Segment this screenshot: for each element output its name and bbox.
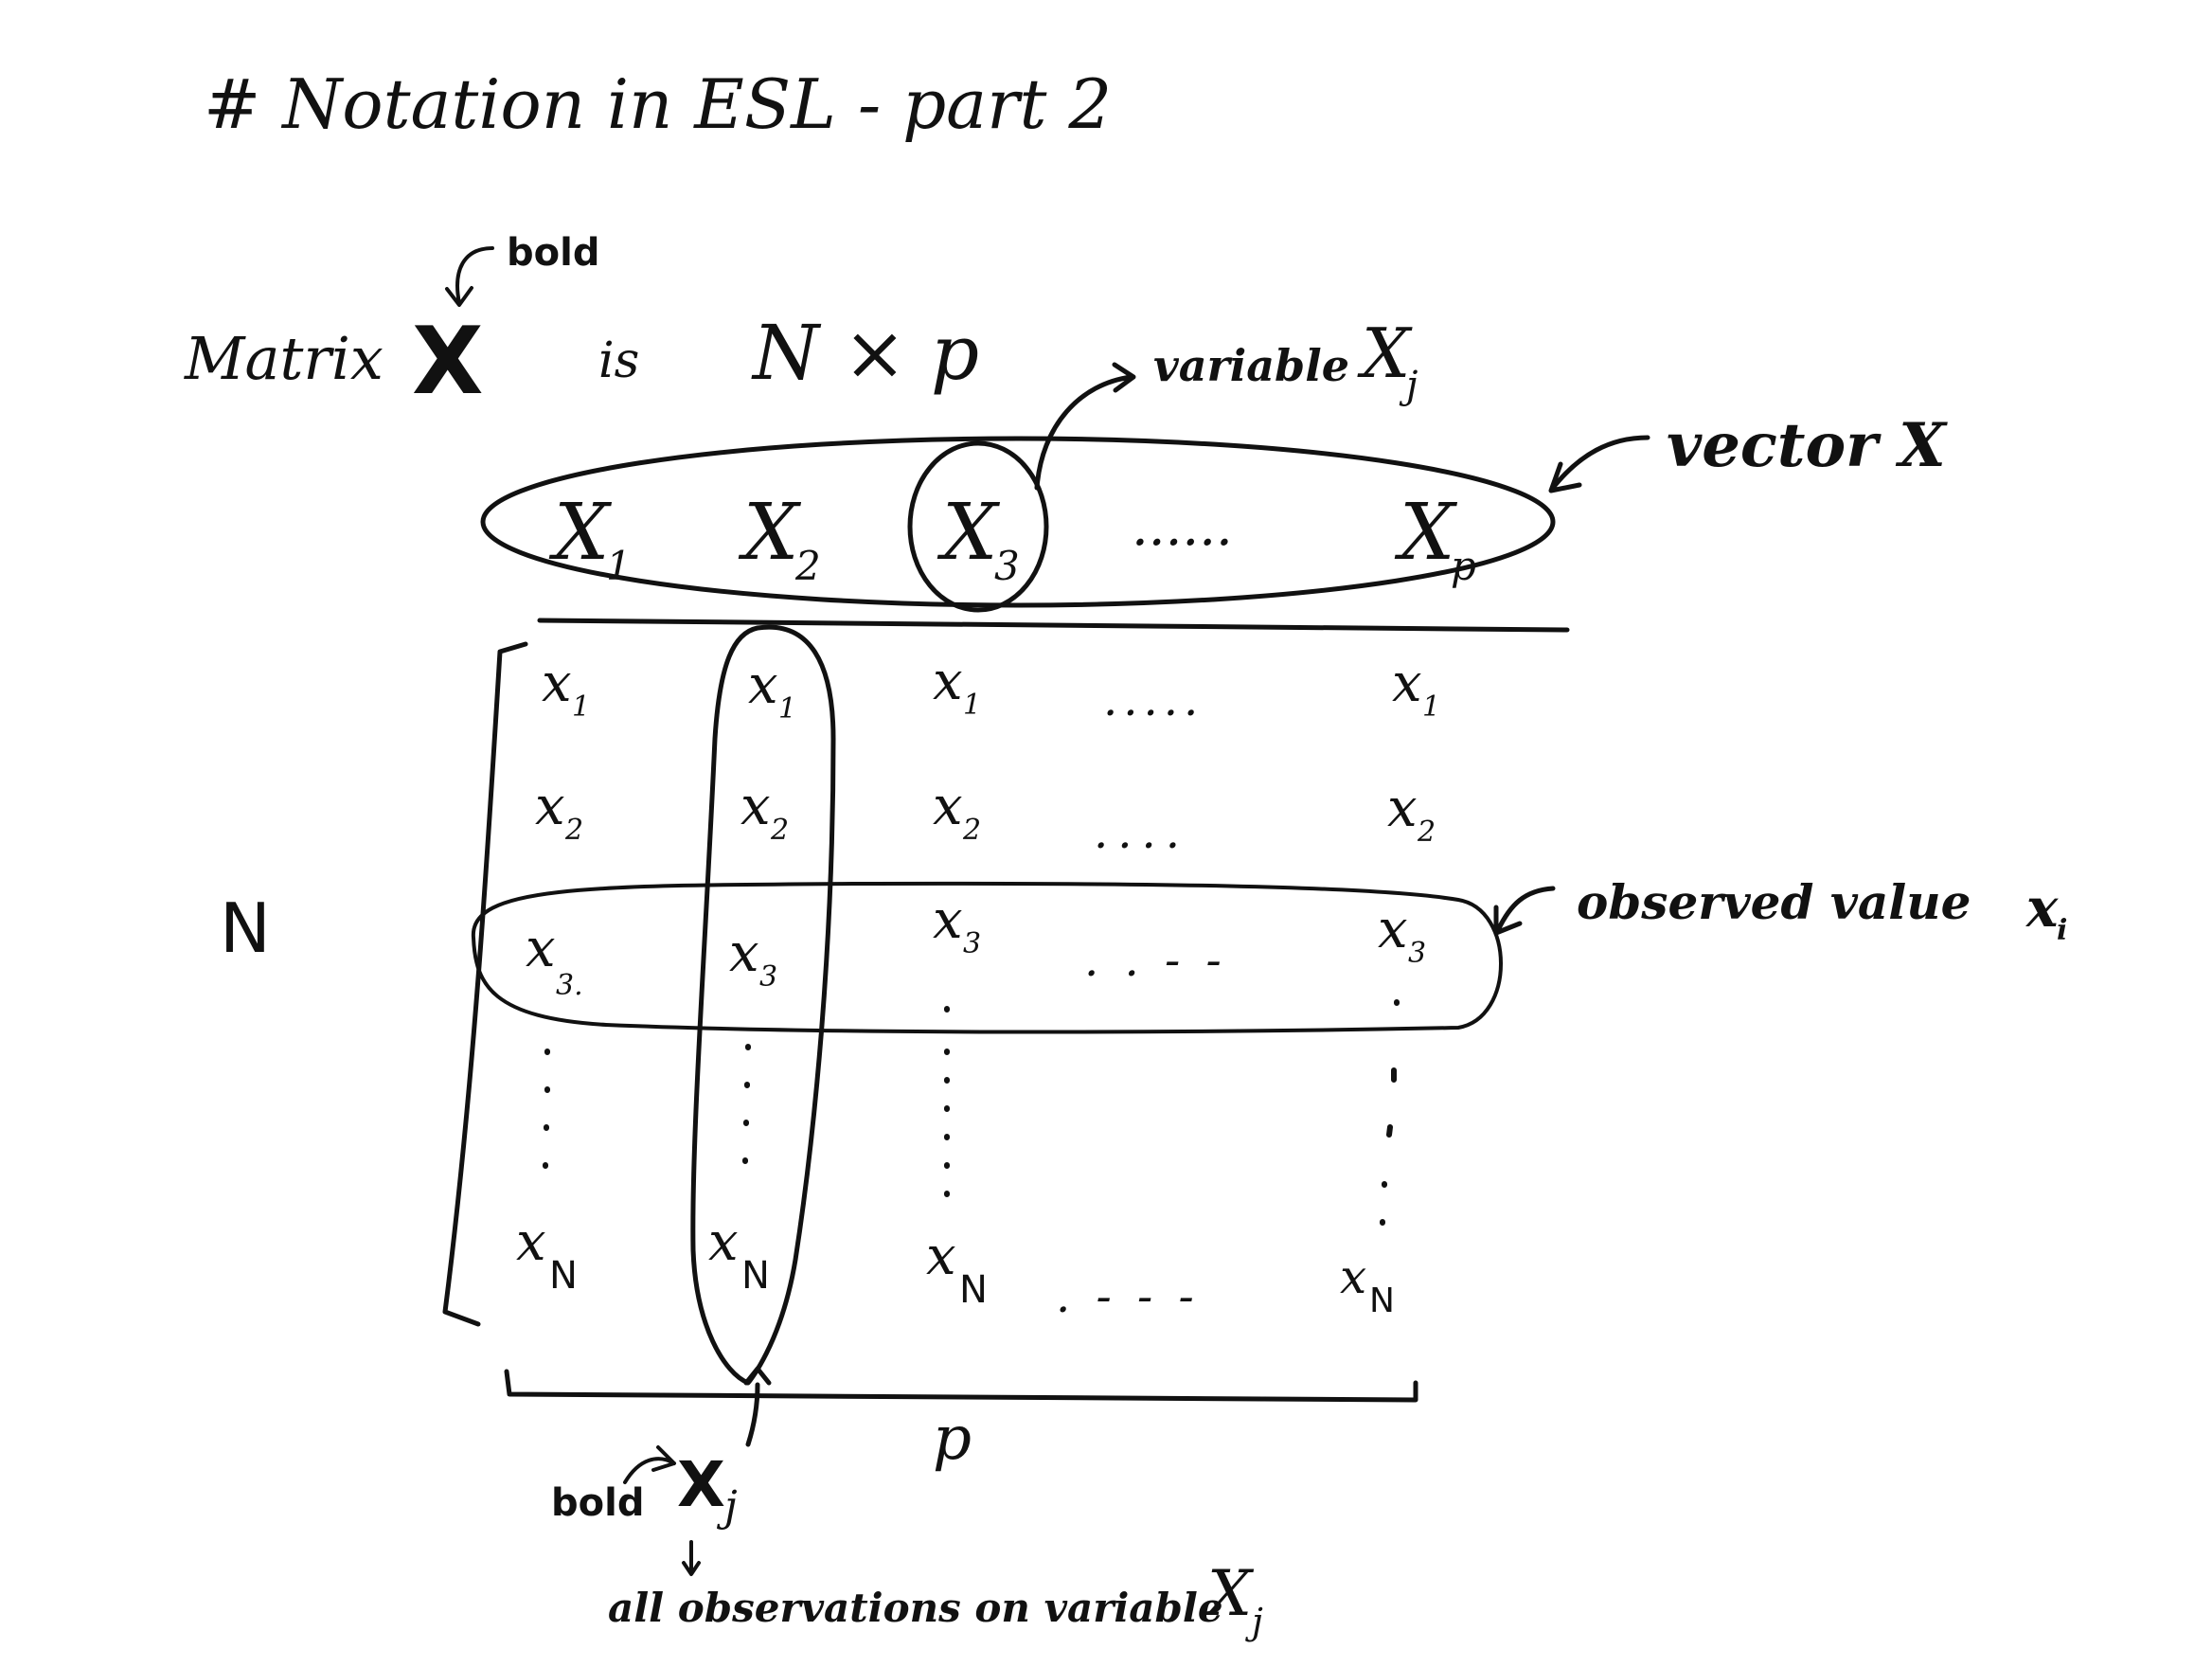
cell-c1-r2: x [535,776,565,837]
cell-c2-r2: x [740,776,771,837]
row3-dots: . . - - [1084,934,1227,987]
cell-c2-r1: x [748,654,778,716]
row-label-n: N [220,888,271,968]
rowN-dots: . - - - [1056,1270,1200,1323]
vector-note: vector X [1667,410,1948,481]
col1-vertical-dots [543,1049,550,1169]
row2-dots: .... [1094,806,1189,859]
bottom-brace [504,1369,1418,1403]
column-desc-symbol: X [1203,1557,1255,1630]
cell-c1-r1-sub: 1 [572,690,590,724]
cell-c2-r1-sub: 1 [778,692,796,726]
column-bold-arrow [623,1445,676,1484]
cell-c2-r3-sub: 3 [759,960,777,994]
header-var-1-sub: 1 [606,543,632,589]
observed-note: observed value [1577,874,1971,930]
cell-c1-r2-sub: 2 [564,814,583,847]
cell-cp-r1-sub: 1 [1422,690,1440,724]
cell-cp-r3-sub: 3 [1408,937,1426,970]
cell-c1-rN-sub: N [549,1254,578,1298]
row1-dots: ..... [1103,673,1204,726]
cell-cp-r2: x [1387,778,1418,839]
cell-c3-rN: x [926,1226,956,1287]
cell-cp-r2-sub: 2 [1417,816,1436,849]
variable-arrow [1034,362,1136,491]
variable-note: variable [1153,340,1349,391]
col2-vertical-dots [742,1044,751,1164]
column-bold-note: bold [551,1481,644,1525]
cell-c3-rN-sub: N [959,1268,988,1312]
header-var-2: X [738,488,802,578]
header-var-p: X [1394,488,1458,578]
matrix-bold-arrow [445,246,494,307]
observed-subscript: i [2057,914,2067,947]
column-down-arrow [682,1540,701,1576]
header-var-p-sub: p [1451,543,1476,589]
column-arrow [743,1366,772,1447]
column-symbol: X [677,1448,725,1521]
header-underline [537,618,1570,633]
cell-cp-rN-sub: N [1369,1282,1395,1320]
cell-cp-r3: x [1378,899,1408,960]
vector-ellipse [480,436,1556,608]
cell-c3-r2-sub: 2 [962,814,981,847]
cell-c1-r3: x [526,918,556,979]
cell-c2-r2-sub: 2 [770,814,789,847]
column-desc: all observations on variable [608,1585,1223,1631]
cell-c2-rN-sub: N [741,1254,770,1298]
col-label-p: p [933,1404,972,1474]
matrix-is: is [598,332,639,389]
cell-cp-rN: x [1340,1249,1366,1304]
cell-c1-rN: x [516,1211,546,1273]
header-var-1: X [548,488,613,578]
cell-c3-r1: x [933,651,963,712]
observed-symbol: x [2025,877,2059,940]
page-title: # Notation in ESL - part 2 [204,64,1112,144]
header-var-3-sub: 3 [994,543,1020,589]
cell-c2-rN: x [708,1211,739,1273]
variable-symbol: X [1357,314,1413,393]
matrix-symbol: X [412,308,484,416]
matrix-label: Matrix [184,324,384,393]
cell-c3-r3: x [933,889,963,951]
header-var-3: X [937,488,1001,578]
cell-c3-r1-sub: 1 [963,689,981,722]
cell-c1-r3-sub: 3. [556,969,583,1002]
cell-c3-r2: x [933,776,963,837]
cell-cp-r1: x [1392,653,1422,714]
header-var-2-sub: 2 [794,543,821,589]
vector-arrow [1548,435,1650,493]
matrix-dims: N × p [751,309,979,397]
cell-c2-r3: x [729,923,759,984]
cell-c1-r1: x [542,653,572,714]
observed-arrow [1493,886,1556,936]
cell-c3-r3-sub: 3 [963,927,981,960]
variable-x3-circle [907,440,1049,613]
observation-row-ellipse [471,881,1503,1034]
colp-vertical-dots [1380,999,1400,1226]
header-ellipsis: ...... [1132,496,1233,558]
matrix-bold-note: bold [507,231,599,275]
